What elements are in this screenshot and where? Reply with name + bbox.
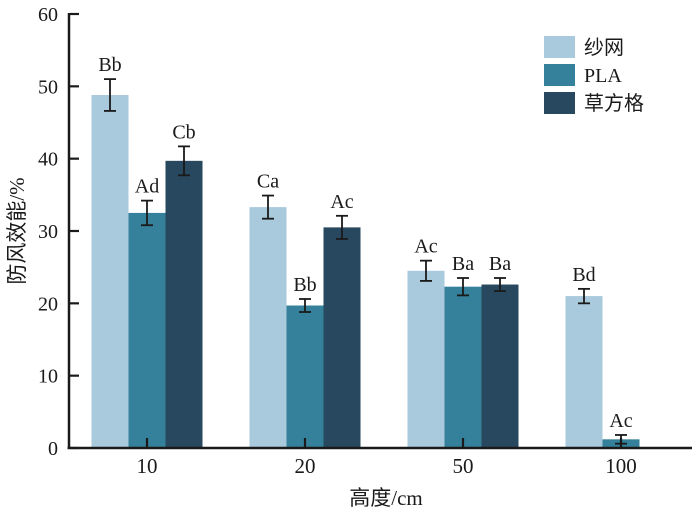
y-tick-label: 50	[38, 76, 58, 98]
significance-label: Ad	[135, 176, 159, 198]
legend-label-1: PLA	[584, 65, 622, 87]
y-tick-label: 30	[38, 221, 58, 243]
legend-label-0: 纱网	[584, 37, 624, 59]
bar-series1-cat1	[286, 305, 324, 448]
x-tick-label: 50	[453, 454, 474, 478]
bar-series2-cat1	[323, 227, 361, 448]
significance-label: Cb	[172, 121, 195, 143]
bar-series0-cat1	[249, 207, 287, 448]
bar-series0-cat3	[565, 296, 603, 448]
significance-label: Ba	[452, 253, 474, 275]
bar-series2-cat2	[481, 284, 519, 448]
legend-swatch-0	[544, 36, 575, 58]
legend-label-2: 草方格	[584, 92, 644, 115]
bar-series1-cat2	[444, 286, 482, 448]
y-tick-label: 10	[38, 366, 58, 388]
x-tick-label: 20	[295, 454, 316, 478]
bar-series0-cat2	[407, 270, 445, 448]
significance-label: Ca	[257, 171, 279, 193]
significance-label: Bd	[572, 264, 595, 286]
bar-series1-cat0	[128, 212, 166, 448]
y-axis-title: 防风效能/%	[5, 177, 29, 284]
significance-label: Bb	[98, 54, 121, 76]
bars-layer	[91, 95, 640, 448]
significance-label: Ac	[414, 236, 437, 258]
y-tick-label: 20	[38, 293, 58, 315]
significance-label: Bb	[293, 274, 316, 296]
bar-series2-cat0	[165, 160, 203, 448]
y-tick-label: 60	[38, 4, 58, 26]
legend-swatch-2	[544, 92, 575, 114]
x-axis-title: 高度/cm	[349, 486, 423, 510]
error-bars-layer: Bb Ca Ac Bd Ad Bb Ba Ac Cb Ac Ba	[98, 54, 633, 445]
significance-label: Ac	[609, 410, 632, 432]
bar-series0-cat0	[91, 95, 129, 448]
x-tick-label: 100	[605, 454, 637, 478]
y-tick-label: 0	[48, 438, 58, 460]
y-tick-label: 40	[38, 149, 58, 171]
significance-label: Ba	[489, 253, 511, 275]
legend: 纱网 PLA 草方格	[544, 36, 644, 115]
legend-swatch-1	[544, 64, 575, 86]
x-tick-label: 10	[137, 454, 158, 478]
axes-layer: 0 10 20 30 40 50 60 10 20 50 100	[38, 4, 692, 478]
significance-label: Ac	[330, 191, 353, 213]
